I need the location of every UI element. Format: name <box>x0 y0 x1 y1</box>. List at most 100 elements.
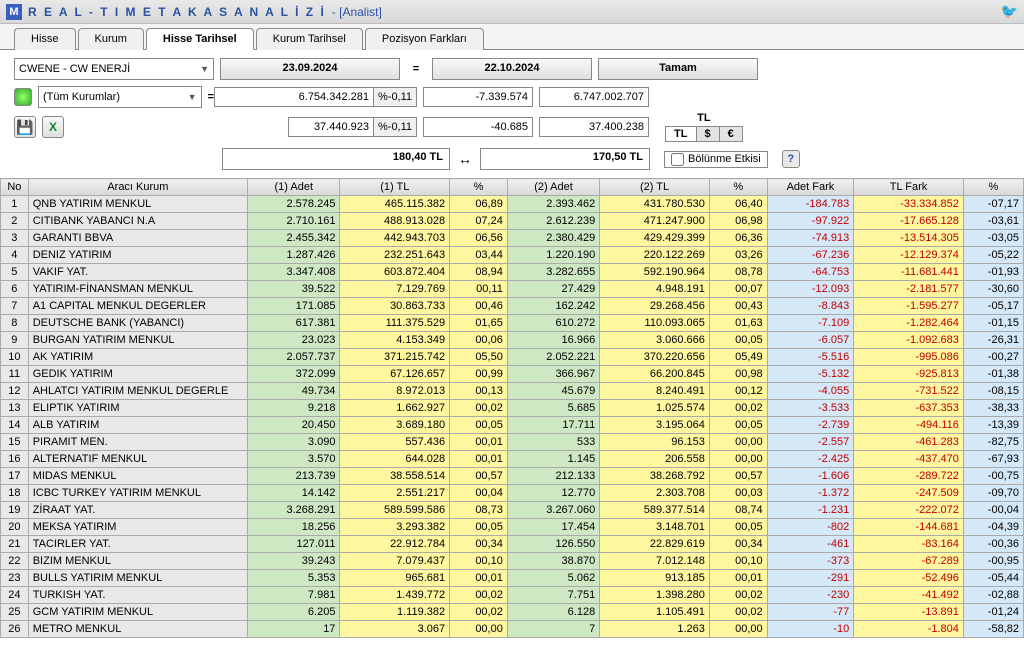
total-adetdiff-input[interactable] <box>423 117 533 137</box>
tabs-bar: HisseKurumHisse TarihselKurum TarihselPo… <box>0 24 1024 50</box>
cell-adet2: 366.967 <box>507 366 599 383</box>
tab-hisse-tarihsel[interactable]: Hisse Tarihsel <box>146 28 254 50</box>
cell-pct1: 05,50 <box>450 349 508 366</box>
cell-name: BIZIM MENKUL <box>28 553 247 570</box>
table-row[interactable]: 17MIDAS MENKUL213.73938.558.51400,57212.… <box>1 468 1024 485</box>
cell-no: 6 <box>1 281 29 298</box>
table-row[interactable]: 12AHLATCI YATIRIM MENKUL DEGERLE49.7348.… <box>1 383 1024 400</box>
cell-name: ICBC TURKEY YATIRIM MENKUL <box>28 485 247 502</box>
currency-tab-€[interactable]: € <box>720 127 742 141</box>
table-row[interactable]: 19ZİRAAT YAT.3.268.291589.599.58608,733.… <box>1 502 1024 519</box>
cell-tl2: 592.190.964 <box>600 264 710 281</box>
table-row[interactable]: 13ELIPTIK YATIRIM9.2181.662.92700,025.68… <box>1 400 1024 417</box>
cell-adetfark: -1.606 <box>767 468 854 485</box>
column-header[interactable]: % <box>709 179 767 196</box>
cell-name: GARANTI BBVA <box>28 230 247 247</box>
cell-no: 12 <box>1 383 29 400</box>
total-adet2-input[interactable] <box>539 117 649 137</box>
table-row[interactable]: 14ALB YATIRIM20.4503.689.18000,0517.7113… <box>1 417 1024 434</box>
table-row[interactable]: 20MEKSA YATIRIM18.2563.293.38200,0517.45… <box>1 519 1024 536</box>
table-row[interactable]: 22BIZIM MENKUL39.2437.079.43700,1038.870… <box>1 553 1024 570</box>
column-header[interactable]: % <box>963 179 1023 196</box>
table-row[interactable]: 1QNB YATIRIM MENKUL2.578.245465.115.3820… <box>1 196 1024 213</box>
table-row[interactable]: 8DEUTSCHE BANK (YABANCI)617.381111.375.5… <box>1 315 1024 332</box>
cell-adet2: 5.685 <box>507 400 599 417</box>
table-row[interactable]: 10AK YATIRIM2.057.737371.215.74205,502.0… <box>1 349 1024 366</box>
cell-pct1: 00,34 <box>450 536 508 553</box>
table-row[interactable]: 26METRO MENKUL173.06700,0071.26300,00-10… <box>1 621 1024 638</box>
table-row[interactable]: 5VAKIF YAT.3.347.408603.872.40408,943.28… <box>1 264 1024 281</box>
table-row[interactable]: 23BULLS YATIRIM MENKUL5.353965.68100,015… <box>1 570 1024 587</box>
column-header[interactable]: Aracı Kurum <box>28 179 247 196</box>
table-row[interactable]: 16ALTERNATIF MENKUL3.570644.02800,011.14… <box>1 451 1024 468</box>
cell-adet1: 617.381 <box>248 315 340 332</box>
cell-tlfark: -731.522 <box>854 383 964 400</box>
total-diff-input[interactable] <box>423 87 533 107</box>
help-icon[interactable]: ? <box>782 150 800 168</box>
table-row[interactable]: 7A1 CAPITAL MENKUL DEGERLER171.08530.863… <box>1 298 1024 315</box>
cell-no: 23 <box>1 570 29 587</box>
table-row[interactable]: 11GEDIK YATIRIM372.09967.126.65700,99366… <box>1 366 1024 383</box>
tab-kurum[interactable]: Kurum <box>78 28 144 50</box>
table-row[interactable]: 3GARANTI BBVA2.455.342442.943.70306,562.… <box>1 230 1024 247</box>
currency-tab-TL[interactable]: TL <box>666 127 696 141</box>
date-to-button[interactable]: 22.10.2024 <box>432 58 592 80</box>
cell-pct3: -01,15 <box>963 315 1023 332</box>
cell-adetfark: -6.057 <box>767 332 854 349</box>
total-v1-input[interactable] <box>214 87 374 107</box>
tab-pozisyon-farkları[interactable]: Pozisyon Farkları <box>365 28 484 50</box>
cell-pct3: -03,61 <box>963 213 1023 230</box>
table-row[interactable]: 15PIRAMIT MEN.3.090557.43600,0153396.153… <box>1 434 1024 451</box>
cell-tlfark: -33.334.852 <box>854 196 964 213</box>
cell-tl2: 471.247.900 <box>600 213 710 230</box>
currency-tab-$[interactable]: $ <box>697 127 720 141</box>
cell-tlfark: -11.681.441 <box>854 264 964 281</box>
table-row[interactable]: 18ICBC TURKEY YATIRIM MENKUL14.1422.551.… <box>1 485 1024 502</box>
table-row[interactable]: 6YATIRIM-FİNANSMAN MENKUL39.5227.129.769… <box>1 281 1024 298</box>
bolunme-checkbox-input[interactable] <box>671 153 684 166</box>
cell-pct1: 00,11 <box>450 281 508 298</box>
save-button[interactable]: 💾 <box>14 116 36 138</box>
globe-icon[interactable] <box>14 88 32 106</box>
table-row[interactable]: 25GCM YATIRIM MENKUL6.2051.119.38200,026… <box>1 604 1024 621</box>
cell-adet2: 212.133 <box>507 468 599 485</box>
pct1-label: %-0,11 <box>374 87 417 107</box>
column-header[interactable]: Adet Fark <box>767 179 854 196</box>
cell-name: ZİRAAT YAT. <box>28 502 247 519</box>
column-header[interactable]: (1) Adet <box>248 179 340 196</box>
stock-select[interactable]: CWENE - CW ENERJİ ▼ <box>14 58 214 80</box>
date-from-button[interactable]: 23.09.2024 <box>220 58 400 80</box>
cell-pct3: -38,33 <box>963 400 1023 417</box>
table-row[interactable]: 9BURGAN YATIRIM MENKUL23.0234.153.34900,… <box>1 332 1024 349</box>
cell-pct1: 00,02 <box>450 587 508 604</box>
column-header[interactable]: (1) TL <box>340 179 450 196</box>
tab-kurum-tarihsel[interactable]: Kurum Tarihsel <box>256 28 363 50</box>
column-header[interactable]: No <box>1 179 29 196</box>
cell-adet2: 5.062 <box>507 570 599 587</box>
cell-pct3: -09,70 <box>963 485 1023 502</box>
cell-pct2: 00,00 <box>709 451 767 468</box>
column-header[interactable]: TL Fark <box>854 179 964 196</box>
twitter-icon[interactable]: 🐦 <box>1001 3 1018 20</box>
tab-hisse[interactable]: Hisse <box>14 28 76 50</box>
cell-pct2: 08,78 <box>709 264 767 281</box>
excel-export-button[interactable]: X <box>42 116 64 138</box>
cell-pct2: 03,26 <box>709 247 767 264</box>
column-header[interactable]: % <box>450 179 508 196</box>
total-adet1-input[interactable] <box>288 117 374 137</box>
kurum-filter-select[interactable]: (Tüm Kurumlar) ▼ <box>38 86 202 108</box>
cell-tl2: 7.012.148 <box>600 553 710 570</box>
table-row[interactable]: 2CITIBANK YABANCI N.A2.710.161488.913.02… <box>1 213 1024 230</box>
bolunme-checkbox[interactable]: Bölünme Etkisi <box>664 151 768 168</box>
total-v2-input[interactable] <box>539 87 649 107</box>
column-header[interactable]: (2) TL <box>600 179 710 196</box>
cell-name: DENIZ YATIRIM <box>28 247 247 264</box>
table-row[interactable]: 21TACIRLER YAT.127.01122.912.78400,34126… <box>1 536 1024 553</box>
column-header[interactable]: (2) Adet <box>507 179 599 196</box>
ok-button[interactable]: Tamam <box>598 58 758 80</box>
table-row[interactable]: 24TURKISH YAT.7.9811.439.77200,027.7511.… <box>1 587 1024 604</box>
cell-pct2: 00,02 <box>709 587 767 604</box>
cell-tlfark: -1.092.683 <box>854 332 964 349</box>
cell-adet2: 1.145 <box>507 451 599 468</box>
table-row[interactable]: 4DENIZ YATIRIM1.287.426232.251.64303,441… <box>1 247 1024 264</box>
